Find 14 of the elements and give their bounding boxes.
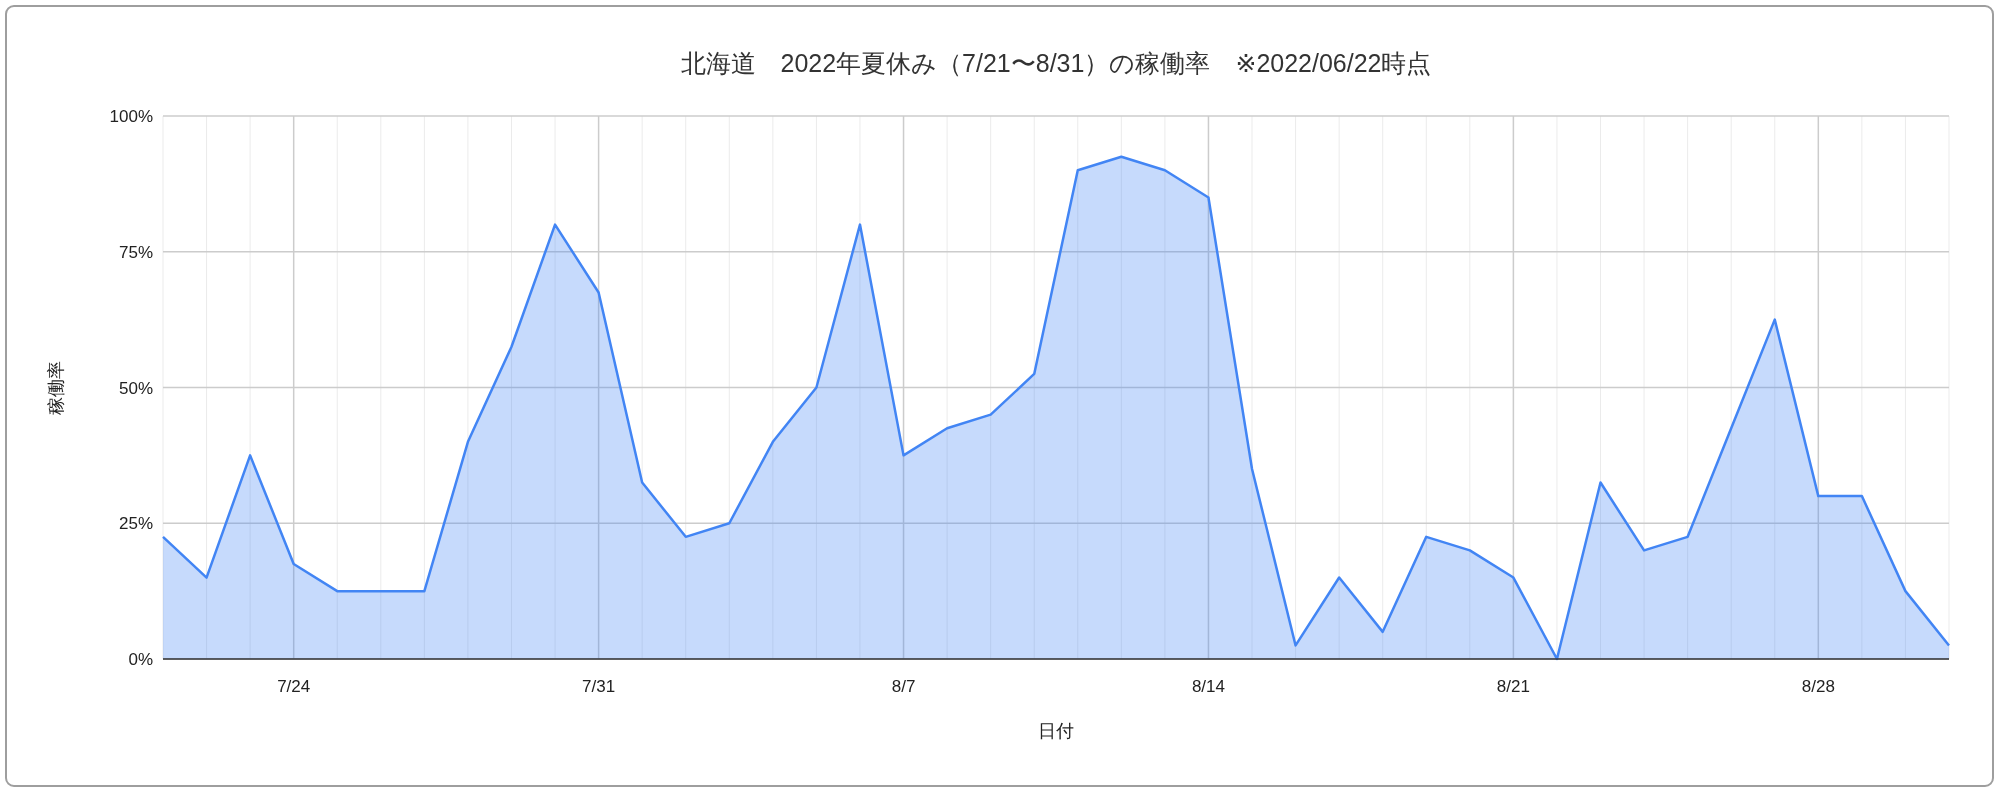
y-tick-label: 75% [118, 242, 153, 262]
x-tick-label: 7/31 [582, 677, 616, 696]
x-tick-label: 7/24 [277, 677, 311, 696]
x-tick-label: 8/14 [1191, 677, 1226, 696]
x-tick-label: 8/28 [1801, 677, 1835, 696]
chart-title: 北海道 2022年夏休み（7/21〜8/31）の稼働率 ※2022/06/22時点 [680, 49, 1432, 77]
y-axis-title: 稼働率 [46, 360, 66, 415]
x-axis-title: 日付 [1038, 721, 1074, 741]
y-tick-label: 25% [118, 514, 153, 534]
x-tick-label: 8/21 [1496, 677, 1530, 696]
y-tick-label: 50% [118, 378, 153, 398]
y-tick-label: 100% [109, 107, 153, 126]
x-tick-label: 8/7 [891, 677, 916, 696]
y-tick-label: 0% [128, 650, 153, 669]
